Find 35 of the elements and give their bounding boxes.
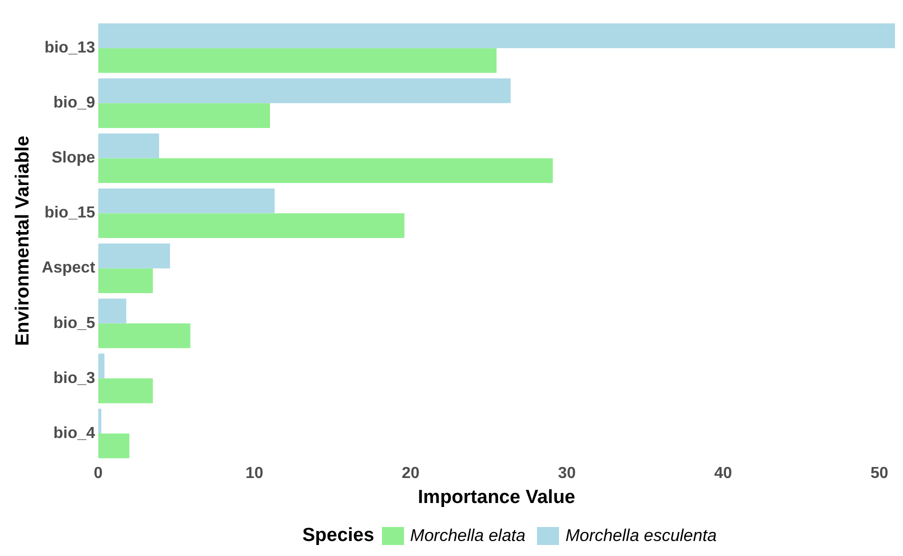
x-axis-title: Importance Value	[418, 486, 576, 508]
legend-title: Species	[302, 525, 374, 547]
y-tick-label: Slope	[52, 150, 96, 167]
legend-label: Morchella elata	[410, 526, 526, 546]
y-tick-label: bio_4	[53, 424, 96, 442]
bar	[98, 244, 170, 268]
y-tick-label: bio_13	[44, 40, 96, 57]
bar	[98, 268, 153, 294]
bar	[98, 158, 553, 183]
bar	[98, 23, 895, 48]
bar	[98, 408, 102, 434]
bar	[98, 213, 404, 238]
x-tick-label: 0	[94, 465, 103, 482]
legend-label: Morchella esculenta	[565, 526, 717, 546]
bar	[98, 323, 190, 348]
y-tick-label: bio_3	[53, 370, 96, 387]
x-tick-label: 50	[870, 465, 888, 482]
x-tick-label: 40	[714, 465, 732, 482]
bar	[98, 298, 126, 324]
x-tick-label: 30	[558, 465, 576, 482]
bar	[98, 133, 160, 158]
bar	[98, 48, 497, 73]
y-tick-label: bio_9	[53, 94, 96, 112]
bar	[98, 78, 511, 104]
y-tick-label: Aspect	[42, 260, 96, 277]
y-axis-title: Environmental Variable	[12, 136, 34, 346]
bar	[98, 378, 153, 404]
x-tick-label: 10	[246, 465, 264, 482]
bar	[98, 433, 130, 458]
bar	[98, 188, 275, 214]
y-tick-label: bio_15	[44, 204, 96, 222]
x-tick-label: 20	[402, 465, 420, 482]
bar	[98, 354, 104, 378]
y-tick-label: bio_5	[53, 314, 96, 332]
bar	[98, 103, 270, 128]
